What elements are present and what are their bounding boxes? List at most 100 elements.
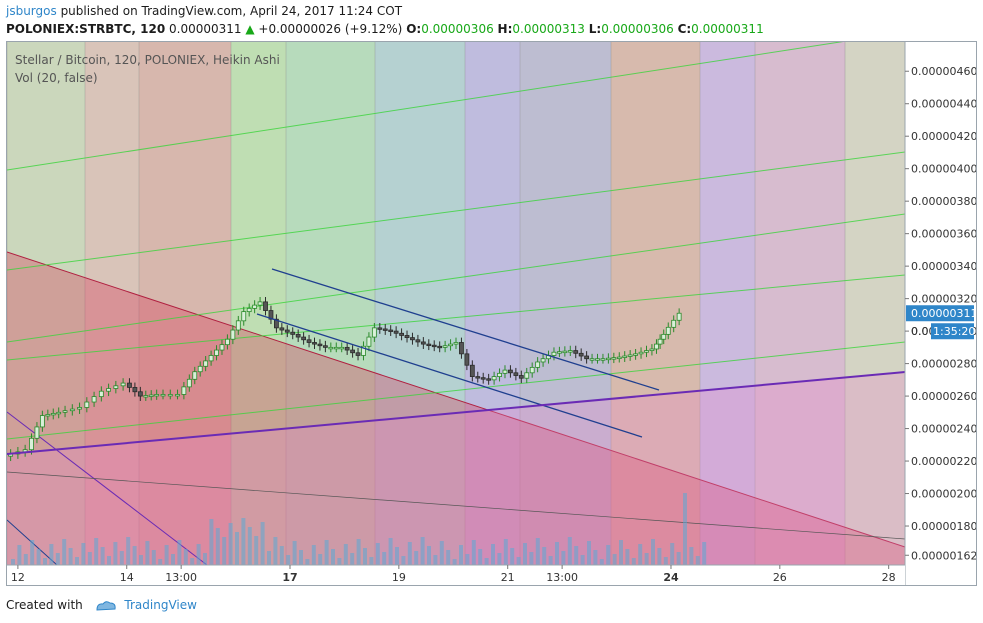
- candle-body: [257, 301, 263, 306]
- close-value: 0.00000311: [691, 22, 764, 36]
- candle-body: [410, 337, 415, 341]
- ohlc-bar: POLONIEX:STRBTC, 120 0.00000311 ▲ +0.000…: [6, 21, 764, 37]
- open-value: 0.00000306: [421, 22, 494, 36]
- candle-body: [284, 329, 290, 333]
- volume-bar: [49, 544, 54, 565]
- price-tick-label: 0.00000440: [911, 98, 976, 111]
- volume-bar: [30, 540, 35, 565]
- price-tick-label: 0.00000220: [911, 455, 976, 468]
- low-value: 0.00000306: [601, 22, 674, 36]
- candle-body: [388, 329, 394, 332]
- tradingview-link[interactable]: TradingView: [124, 598, 197, 612]
- candle-body: [132, 387, 138, 393]
- tradingview-logo-icon: [96, 600, 116, 611]
- candle-body: [366, 336, 372, 347]
- candle-body: [279, 327, 285, 331]
- candle-body: [661, 333, 667, 340]
- author-link[interactable]: jsburgos: [6, 4, 57, 18]
- candle-body: [208, 355, 214, 362]
- candle-body: [350, 349, 355, 354]
- volume-bar: [279, 546, 284, 565]
- candle-body: [420, 341, 426, 345]
- volume-bar: [81, 543, 86, 565]
- volume-bar: [555, 542, 559, 565]
- candle-body: [600, 358, 606, 361]
- volume-bar: [324, 540, 329, 565]
- candle-body: [475, 376, 481, 379]
- candle-body: [333, 346, 339, 350]
- volume-bar: [260, 522, 265, 565]
- volume-bar: [638, 544, 643, 565]
- volume-bar: [439, 541, 444, 565]
- candle-body: [551, 351, 557, 356]
- candle-body: [192, 371, 198, 380]
- time-zone-band: [520, 42, 611, 565]
- volume-bar: [619, 540, 623, 565]
- countdown-label: 1:35:20: [933, 325, 975, 338]
- countdown-badge: [931, 323, 974, 340]
- volume-bar: [203, 553, 207, 565]
- candle-body: [339, 346, 345, 350]
- open-label: O:: [406, 22, 422, 36]
- up-arrow-icon: ▲: [245, 22, 255, 36]
- candle-body: [127, 382, 132, 388]
- volume-bar: [702, 542, 707, 565]
- candle-body: [355, 352, 361, 356]
- time-zone-band: [755, 42, 845, 565]
- green-fan-line: [7, 151, 906, 271]
- candle-body: [214, 349, 219, 356]
- candle-body: [328, 346, 334, 350]
- low-label: L:: [588, 22, 602, 36]
- footer: Created with TradingView: [6, 597, 197, 613]
- time-tick-label: 13:00: [546, 571, 578, 584]
- volume-bar: [17, 545, 22, 565]
- time-tick-label: 13:00: [165, 571, 197, 584]
- price-tick-label: 0.00000260: [911, 390, 976, 403]
- volume-bar: [593, 550, 598, 565]
- candle-body: [513, 372, 519, 376]
- volume-bar: [151, 550, 156, 565]
- volume-bar: [241, 518, 246, 565]
- volume-bar: [625, 549, 630, 565]
- chart-container[interactable]: 0.00000460 0.00000440 0.00000420 0.00000400…: [6, 41, 977, 586]
- channel-lower-line: [256, 313, 643, 438]
- time-tick-label: 17: [282, 571, 297, 584]
- volume-bar: [606, 545, 611, 565]
- candle-body: [322, 345, 328, 348]
- volume-bar: [503, 539, 508, 565]
- volume-indicator-label[interactable]: Vol (20, false): [15, 71, 98, 85]
- candle-body: [235, 320, 241, 331]
- price-chart[interactable]: 0.00000460 0.00000440 0.00000420 0.00000400…: [7, 42, 976, 585]
- candle-body: [377, 327, 383, 330]
- candle-body: [589, 358, 595, 361]
- volume-bar: [228, 523, 233, 565]
- candle-body: [290, 331, 296, 335]
- volume-bar: [516, 557, 521, 565]
- volume-bar: [433, 555, 438, 565]
- volume-bar: [561, 551, 566, 565]
- change-value: +0.00000026 (+9.12%): [258, 22, 403, 36]
- green-fan-line: [7, 274, 906, 361]
- volume-bar: [100, 547, 105, 565]
- high-value: 0.00000313: [512, 22, 585, 36]
- candle-body: [469, 364, 475, 377]
- volume-bar: [145, 541, 150, 565]
- candle-body: [361, 345, 366, 356]
- green-fan-line: [7, 341, 906, 440]
- candle-body: [143, 395, 149, 398]
- volume-bar: [587, 541, 591, 565]
- candle-body: [301, 336, 307, 341]
- volume-bar: [356, 539, 361, 565]
- volume-bar: [254, 536, 259, 565]
- candle-body: [644, 350, 649, 353]
- close-label: C:: [677, 22, 692, 36]
- time-zone-band: [611, 42, 700, 565]
- candle-body: [344, 346, 350, 351]
- time-zone-band: [286, 42, 375, 565]
- volume-bar: [215, 528, 220, 565]
- candle-body: [442, 345, 448, 348]
- candle-body: [464, 353, 470, 366]
- volume-bar: [689, 547, 694, 565]
- candle-body: [113, 385, 119, 389]
- candle-body: [106, 388, 111, 392]
